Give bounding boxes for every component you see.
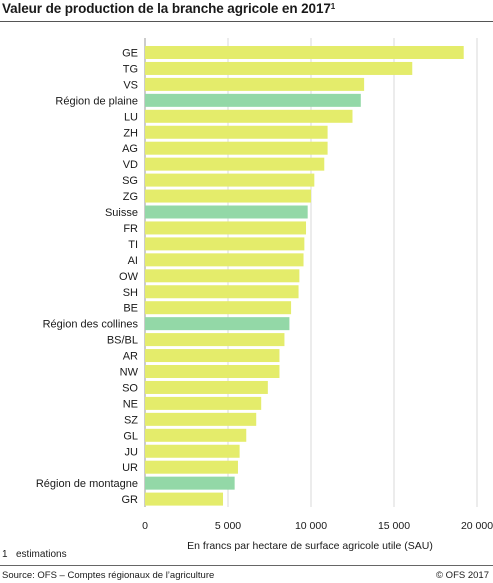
category-label-region-de-plaine: Région de plaine: [55, 95, 138, 107]
category-label-sg: SG: [122, 175, 138, 187]
bar-ge: [145, 46, 464, 59]
category-label-lu: LU: [124, 111, 138, 123]
bar-vs: [145, 77, 365, 91]
bar-ju: [145, 444, 240, 458]
bar-bs-bl: [145, 333, 285, 347]
bar-zh: [145, 125, 328, 139]
bar-vd: [145, 157, 325, 171]
bar-gl: [145, 428, 247, 442]
category-label-ag: AG: [122, 143, 138, 155]
category-label-region-des-collines: Région des collines: [43, 319, 139, 331]
category-label-suisse: Suisse: [105, 207, 138, 219]
bar-gr: [145, 492, 224, 506]
title-footnote-mark: 1: [330, 2, 336, 11]
bar-fr: [145, 221, 307, 235]
bar-sz: [145, 412, 257, 426]
category-label-ti: TI: [128, 239, 138, 251]
category-labels-layer: GE TG VS Région de plaine LU ZH AG VD SG ZG Suisse…: [36, 48, 139, 507]
category-label-bs-bl: BS/BL: [107, 335, 138, 347]
x-tick-label: 10 000: [295, 520, 327, 532]
footnote: 1 estimations: [2, 549, 67, 560]
x-axis-label: En francs par hectare de surface agricol…: [187, 540, 433, 552]
category-label-gr: GR: [122, 494, 139, 506]
bar-chart: GE TG VS Région de plaine LU ZH AG VD SG ZG Suisse…: [36, 38, 493, 552]
category-label-tg: TG: [123, 63, 138, 75]
category-label-be: BE: [123, 303, 138, 315]
bar-ow: [145, 269, 300, 283]
category-label-zh: ZH: [123, 127, 138, 139]
category-label-ge: GE: [122, 48, 138, 60]
category-label-ai: AI: [128, 255, 138, 267]
category-label-region-de-montagne: Région de montagne: [36, 478, 138, 490]
footnote-text: estimations: [16, 549, 67, 560]
x-axis-layer: 0 5 000 10 000 15 000 20 000 En francs par he…: [142, 520, 493, 552]
bar-ar: [145, 349, 280, 363]
x-tick-label: 15 000: [378, 520, 410, 532]
category-label-ow: OW: [119, 271, 139, 283]
footnote-number: 1: [2, 549, 8, 560]
bar-region-de-plaine: [145, 93, 361, 107]
bar-zg: [145, 189, 311, 203]
chart-title: Valeur de production de la branche agric…: [2, 1, 335, 16]
category-label-ur: UR: [122, 462, 138, 474]
bar-tg: [145, 61, 413, 75]
bars-layer: [145, 46, 464, 506]
bar-lu: [145, 109, 353, 123]
footer-divider: [0, 565, 493, 566]
bar-ur: [145, 460, 238, 474]
category-label-so: SO: [122, 382, 138, 394]
bar-region-des-collines: [145, 317, 290, 331]
chart-title-text: Valeur de production de la branche agric…: [2, 1, 331, 16]
copyright-note: © OFS 2017: [436, 570, 489, 581]
x-tick-label: 5 000: [215, 520, 241, 532]
category-label-ne: NE: [123, 398, 138, 410]
category-label-sz: SZ: [124, 414, 138, 426]
category-label-vd: VD: [123, 159, 138, 171]
category-label-ju: JU: [125, 446, 139, 458]
category-label-gl: GL: [123, 430, 138, 442]
category-label-fr: FR: [123, 223, 138, 235]
category-label-nw: NW: [120, 367, 139, 379]
bar-ne: [145, 396, 262, 410]
category-label-vs: VS: [123, 79, 138, 91]
bar-suisse: [145, 205, 308, 219]
bar-be: [145, 301, 292, 315]
category-label-zg: ZG: [123, 191, 138, 203]
bar-so: [145, 380, 268, 394]
bar-sh: [145, 285, 299, 299]
bar-ag: [145, 141, 328, 155]
category-label-ar: AR: [123, 351, 138, 363]
x-tick-label: 0: [142, 520, 148, 532]
title-divider: [0, 21, 493, 22]
bar-ai: [145, 253, 304, 267]
bar-region-de-montagne: [145, 476, 235, 490]
bar-ti: [145, 237, 305, 251]
bar-sg: [145, 173, 315, 187]
bar-nw: [145, 365, 280, 378]
x-tick-label: 20 000: [461, 520, 493, 532]
category-label-sh: SH: [123, 287, 138, 299]
source-note: Source: OFS – Comptes régionaux de l’agr…: [2, 570, 215, 581]
